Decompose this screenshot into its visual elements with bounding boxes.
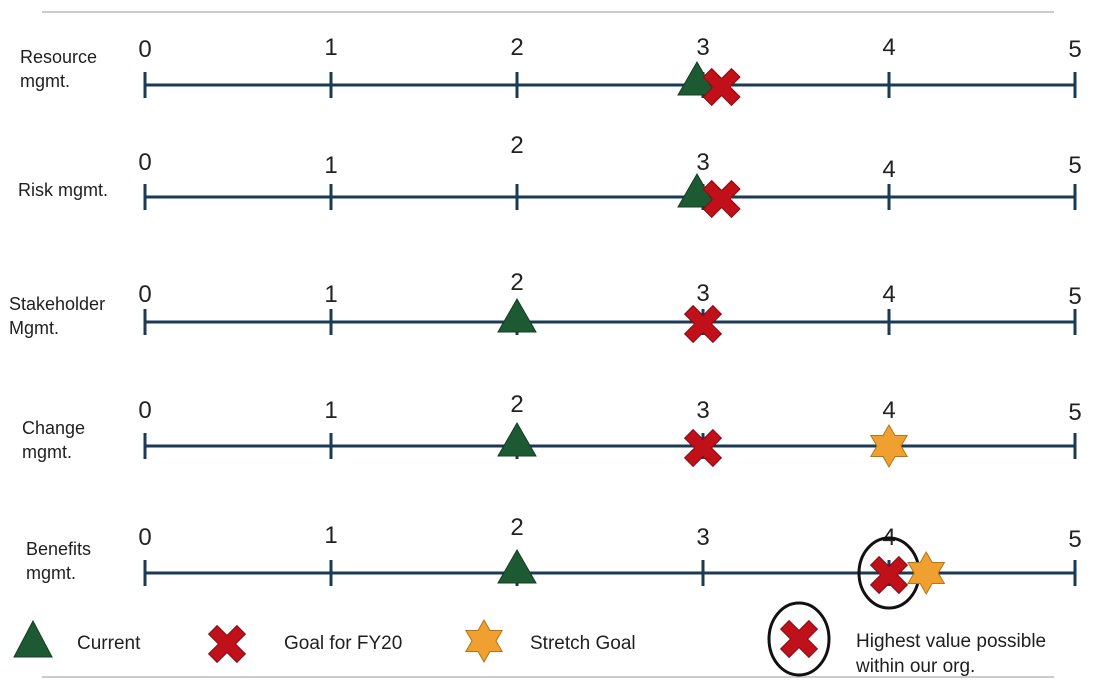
tick-label: 0 [138, 281, 151, 308]
current-triangle [497, 421, 537, 457]
stretch-goal-star [907, 550, 946, 596]
tick-label: 5 [1068, 399, 1081, 426]
tick-label: 1 [324, 397, 337, 424]
tick-label: 0 [138, 397, 151, 424]
tick-label: 0 [138, 36, 151, 63]
legend-highest-circled-cross-icon [767, 601, 831, 677]
tick-label: 1 [324, 152, 337, 179]
axis-row: 0 1 2 3 4 5 [138, 391, 1082, 459]
tick-label: 4 [882, 281, 895, 308]
tick-label: 3 [696, 149, 709, 176]
goal-cross [869, 555, 909, 595]
tick-label: 2 [510, 269, 523, 296]
axis-row: 0 1 2 3 4 5 [138, 34, 1082, 98]
stretch-goal-star [869, 423, 909, 469]
legend-goal-label: Goal for FY20 [284, 633, 403, 654]
tick-label: 3 [696, 280, 709, 307]
tick-label: 4 [882, 397, 895, 424]
legend-goal-cross-icon [207, 624, 247, 664]
tick-label: 1 [324, 34, 337, 61]
current-triangle [497, 548, 537, 584]
goal-cross [702, 67, 741, 107]
tick-label: 4 [882, 34, 895, 61]
category-label: Risk mgmt. [18, 180, 108, 200]
tick-label: 4 [882, 156, 895, 183]
current-triangle [497, 297, 537, 333]
tick-label: 2 [510, 132, 523, 159]
axis-row: 0 1 2 3 4 5 [138, 269, 1082, 335]
tick-label: 1 [324, 281, 337, 308]
goal-cross [702, 179, 741, 219]
tick-label: 3 [696, 397, 709, 424]
tick-label: 2 [510, 34, 523, 61]
tick-label: 5 [1068, 152, 1081, 179]
category-label: Resource mgmt. [20, 47, 98, 91]
tick-label: 2 [510, 391, 523, 418]
goal-cross [683, 304, 723, 344]
legend: Current Goal for FY20 Stretch Goal Highe… [0, 600, 1096, 684]
tick-label: 3 [696, 524, 709, 551]
legend-current-triangle-icon [13, 619, 53, 658]
legend-stretch-star-icon [464, 619, 504, 663]
tick-label: 5 [1068, 526, 1081, 553]
tick-label: 0 [138, 524, 151, 551]
legend-highest-label: Highest value possible within our org. [856, 631, 1047, 677]
tick-label: 5 [1068, 36, 1081, 63]
tick-label: 1 [324, 522, 337, 549]
category-label: Stakeholder Mgmt. [9, 294, 106, 338]
tick-label: 2 [510, 514, 523, 541]
axis-row: 0 1 2 3 4 5 [138, 132, 1082, 210]
category-label: Benefits mgmt. [26, 539, 92, 583]
tick-label: 0 [138, 149, 151, 176]
tick-label: 5 [1068, 283, 1081, 310]
legend-current-label: Current [77, 633, 141, 654]
tick-label: 3 [696, 34, 709, 61]
category-label: Change mgmt. [22, 418, 86, 462]
goal-cross [683, 428, 723, 468]
legend-stretch-label: Stretch Goal [530, 633, 636, 654]
